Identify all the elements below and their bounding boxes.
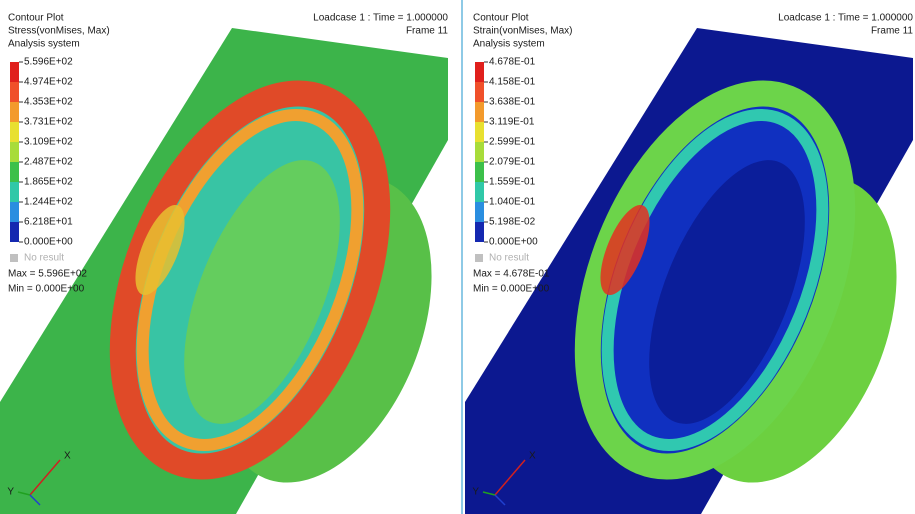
legend-band	[475, 102, 484, 122]
plot-type: Contour Plot	[473, 13, 529, 24]
legend-band	[475, 142, 484, 162]
min-value: Min = 0.000E+00	[8, 284, 85, 295]
contour-panel: Contour Plot Strain(vonMises, Max) Analysi…	[465, 13, 913, 514]
legend-label: 1.559E-01	[489, 177, 536, 188]
legend-band	[10, 222, 19, 242]
legend-label: 1.865E+02	[24, 177, 73, 188]
legend-band	[10, 142, 19, 162]
legend-band	[475, 82, 484, 102]
legend-band	[475, 162, 484, 182]
legend-band	[475, 222, 484, 242]
frame: Frame 11	[406, 26, 448, 37]
legend-band	[10, 182, 19, 202]
legend-label: 3.638E-01	[489, 97, 536, 108]
legend-label: 4.974E+02	[24, 77, 73, 88]
hole-inner	[649, 160, 805, 424]
triad-z	[494, 494, 506, 506]
plot-type: Contour Plot	[8, 13, 64, 24]
legend-band	[475, 202, 484, 222]
legend-label: 2.487E+02	[24, 157, 73, 168]
max-value: Max = 5.596E+02	[8, 269, 87, 280]
legend-band	[475, 122, 484, 142]
legend-label: 4.353E+02	[24, 97, 73, 108]
triad-y	[482, 491, 496, 496]
loadcase: Loadcase 1 : Time = 1.000000	[778, 13, 913, 24]
legend-label: 5.596E+02	[24, 57, 73, 68]
hole-inner	[184, 160, 340, 424]
legend-label: 1.244E+02	[24, 197, 73, 208]
legend-label: 3.731E+02	[24, 117, 73, 128]
legend-label: 4.678E-01	[489, 57, 536, 68]
legend-band	[10, 102, 19, 122]
no-result: No result	[489, 253, 529, 264]
triad-x	[29, 459, 61, 496]
legend-band	[475, 182, 484, 202]
coordinate-system: Analysis system	[473, 39, 545, 50]
legend-label: 3.109E+02	[24, 137, 73, 148]
triad-z	[29, 494, 41, 506]
no-result-swatch	[475, 254, 483, 262]
legend-band	[10, 82, 19, 102]
triad-y-label: Y	[472, 487, 479, 498]
legend-band	[10, 162, 19, 182]
triad-y-label: Y	[7, 487, 14, 498]
legend-label: 1.040E-01	[489, 197, 536, 208]
legend-label: 4.158E-01	[489, 77, 536, 88]
legend-band	[10, 62, 19, 82]
result-type: Stress(vonMises, Max)	[8, 26, 110, 37]
legend-label: 0.000E+00	[24, 237, 73, 248]
loadcase: Loadcase 1 : Time = 1.000000	[313, 13, 448, 24]
triad-x-label: X	[64, 451, 71, 462]
legend-label: 3.119E-01	[489, 117, 535, 128]
contour-panel: Contour Plot Stress(vonMises, Max) Analysi…	[0, 13, 448, 514]
triad-x	[494, 459, 526, 496]
legend-label: 6.218E+01	[24, 217, 73, 228]
hot-spot	[135, 204, 185, 296]
coordinate-system: Analysis system	[8, 39, 80, 50]
frame: Frame 11	[871, 26, 913, 37]
legend-label: 5.198E-02	[489, 217, 536, 228]
legend-label: 2.599E-01	[489, 137, 536, 148]
no-result-swatch	[10, 254, 18, 262]
legend-band	[10, 122, 19, 142]
min-value: Min = 0.000E+00	[473, 284, 550, 295]
legend-label: 2.079E-01	[489, 157, 536, 168]
result-type: Strain(vonMises, Max)	[473, 26, 572, 37]
legend-band	[475, 62, 484, 82]
legend-band	[10, 202, 19, 222]
triad-x-label: X	[529, 451, 536, 462]
no-result: No result	[24, 253, 64, 264]
max-value: Max = 4.678E-01	[473, 269, 550, 280]
triad-y	[17, 491, 31, 496]
legend-label: 0.000E+00	[489, 237, 538, 248]
hot-spot	[600, 204, 650, 296]
